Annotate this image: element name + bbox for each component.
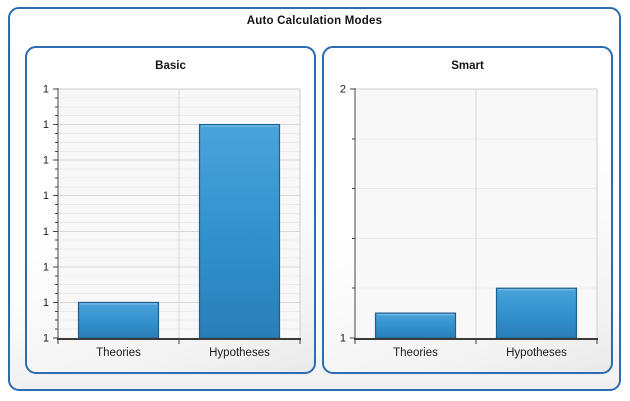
x-axis-category-label: Hypotheses xyxy=(209,347,270,359)
bar-hypotheses xyxy=(495,287,578,339)
y-axis-label: 1 xyxy=(43,155,49,167)
x-axis-category-label: Hypotheses xyxy=(506,347,567,359)
basic-chart-title: Basic xyxy=(155,60,186,72)
y-axis-label: 1 xyxy=(43,297,49,309)
panel-basic: Basic 1 1 1 1 1 1 1 1 Theories Hypotheses xyxy=(25,46,316,374)
bar-theories xyxy=(374,312,457,339)
y-axis-label: 2 xyxy=(340,84,346,96)
y-axis-label: 1 xyxy=(43,261,49,273)
basic-chart-svg: 1 1 1 1 1 1 1 1 Theories Hypotheses xyxy=(43,84,301,359)
y-axis-label: 1 xyxy=(43,190,49,202)
y-axis-label: 1 xyxy=(43,119,49,131)
bar-theories xyxy=(77,301,160,339)
x-axis-category-label: Theories xyxy=(96,347,141,359)
auto-calculation-modes-group: Auto Calculation Modes Basic 1 1 1 1 1 1 1 1 The… xyxy=(8,7,621,391)
y-axis-label: 1 xyxy=(43,333,49,345)
smart-chart-title: Smart xyxy=(451,60,484,72)
smart-chart-svg: 1 2 Theories Hypotheses xyxy=(340,84,598,359)
y-axis-label: 1 xyxy=(43,84,49,96)
y-axis-label: 1 xyxy=(340,333,346,345)
group-title: Auto Calculation Modes xyxy=(246,15,383,27)
x-axis-category-label: Theories xyxy=(393,347,438,359)
y-axis-label: 1 xyxy=(43,226,49,238)
bar-hypotheses xyxy=(198,123,281,339)
panel-smart: Smart 1 2 Theories Hypotheses xyxy=(322,46,613,374)
